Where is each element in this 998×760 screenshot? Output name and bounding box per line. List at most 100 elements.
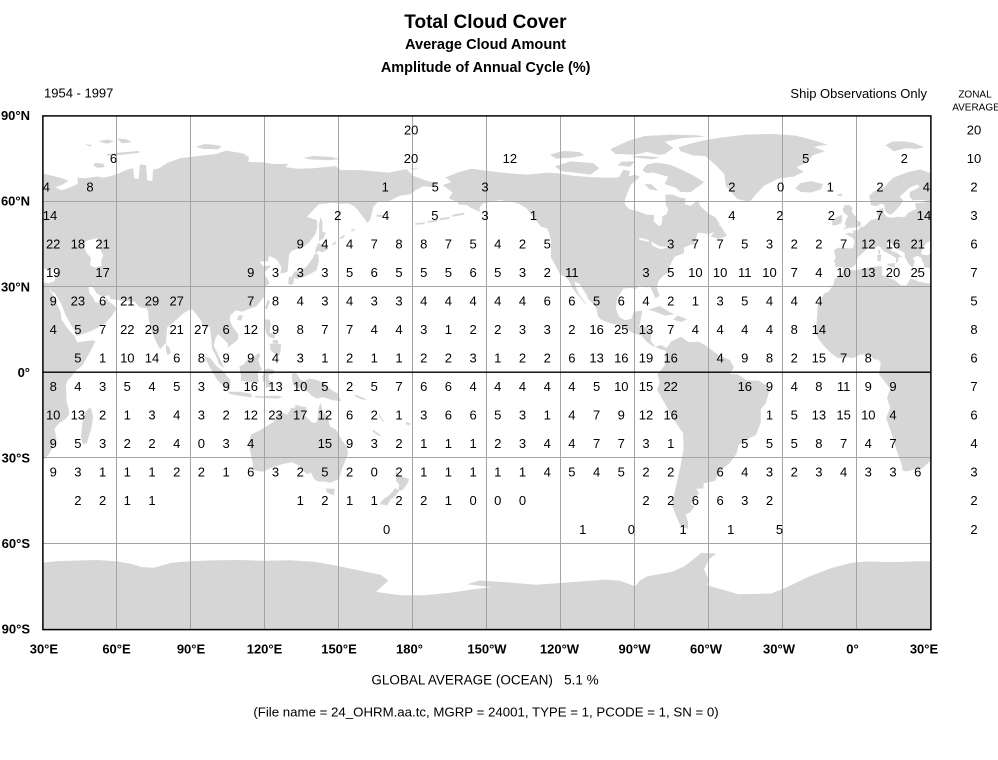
svg-text:2: 2 xyxy=(667,465,674,480)
svg-text:3: 3 xyxy=(371,436,378,451)
svg-text:3: 3 xyxy=(766,465,773,480)
svg-text:15: 15 xyxy=(836,408,850,423)
svg-text:2: 2 xyxy=(642,465,649,480)
svg-text:8: 8 xyxy=(815,436,822,451)
svg-text:16: 16 xyxy=(738,379,752,394)
svg-text:4: 4 xyxy=(766,294,773,309)
svg-text:5: 5 xyxy=(618,465,625,480)
svg-text:16: 16 xyxy=(589,322,603,337)
svg-text:1: 1 xyxy=(692,294,699,309)
svg-text:5: 5 xyxy=(667,265,674,280)
svg-text:1: 1 xyxy=(530,208,537,223)
svg-text:2: 2 xyxy=(519,237,526,252)
svg-text:8: 8 xyxy=(791,322,798,337)
svg-text:2: 2 xyxy=(568,322,575,337)
svg-text:3: 3 xyxy=(222,436,229,451)
svg-text:2: 2 xyxy=(970,522,977,537)
svg-text:4: 4 xyxy=(43,179,50,194)
svg-text:3: 3 xyxy=(544,322,551,337)
svg-text:3: 3 xyxy=(667,237,674,252)
svg-text:3: 3 xyxy=(519,265,526,280)
svg-text:3: 3 xyxy=(716,294,723,309)
svg-text:4: 4 xyxy=(494,379,501,394)
svg-text:5: 5 xyxy=(74,436,81,451)
svg-text:7: 7 xyxy=(876,208,883,223)
svg-text:21: 21 xyxy=(95,237,109,252)
svg-text:3: 3 xyxy=(469,351,476,366)
svg-text:2: 2 xyxy=(970,179,977,194)
svg-text:8: 8 xyxy=(198,351,205,366)
svg-text:10: 10 xyxy=(967,151,981,166)
svg-text:4: 4 xyxy=(297,294,304,309)
svg-text:Ship Observations Only: Ship Observations Only xyxy=(790,86,927,101)
svg-text:1: 1 xyxy=(445,436,452,451)
svg-text:4: 4 xyxy=(865,436,872,451)
svg-text:15: 15 xyxy=(812,351,826,366)
svg-text:17: 17 xyxy=(293,408,307,423)
svg-text:4: 4 xyxy=(148,379,155,394)
svg-text:9: 9 xyxy=(297,237,304,252)
svg-text:1: 1 xyxy=(395,351,402,366)
svg-text:2: 2 xyxy=(99,408,106,423)
svg-text:1: 1 xyxy=(395,408,402,423)
svg-text:1: 1 xyxy=(727,522,734,537)
svg-text:8: 8 xyxy=(970,322,977,337)
svg-text:4: 4 xyxy=(544,379,551,394)
svg-text:3: 3 xyxy=(74,465,81,480)
svg-text:2: 2 xyxy=(519,351,526,366)
svg-text:5: 5 xyxy=(74,322,81,337)
svg-text:7: 7 xyxy=(371,237,378,252)
svg-text:12: 12 xyxy=(318,408,332,423)
svg-text:0°: 0° xyxy=(846,642,858,657)
svg-text:4: 4 xyxy=(321,237,328,252)
svg-text:2: 2 xyxy=(173,465,180,480)
svg-text:13: 13 xyxy=(812,408,826,423)
svg-text:90°E: 90°E xyxy=(177,642,206,657)
svg-text:6: 6 xyxy=(445,408,452,423)
svg-text:7: 7 xyxy=(791,265,798,280)
svg-text:5: 5 xyxy=(494,265,501,280)
svg-text:2: 2 xyxy=(876,179,883,194)
svg-text:21: 21 xyxy=(910,237,924,252)
svg-text:11: 11 xyxy=(738,265,752,280)
svg-text:8: 8 xyxy=(272,294,279,309)
svg-text:2: 2 xyxy=(445,351,452,366)
svg-text:1954 - 1997: 1954 - 1997 xyxy=(44,86,113,101)
svg-text:16: 16 xyxy=(614,351,628,366)
svg-text:0: 0 xyxy=(383,522,390,537)
svg-text:14: 14 xyxy=(917,208,931,223)
svg-text:2: 2 xyxy=(828,208,835,223)
svg-text:6: 6 xyxy=(346,408,353,423)
svg-text:10: 10 xyxy=(713,265,727,280)
svg-text:3: 3 xyxy=(371,294,378,309)
svg-text:5: 5 xyxy=(395,265,402,280)
svg-text:4: 4 xyxy=(889,408,896,423)
svg-text:90°W: 90°W xyxy=(619,642,652,657)
svg-text:4: 4 xyxy=(568,436,575,451)
svg-text:4: 4 xyxy=(494,294,501,309)
svg-text:5: 5 xyxy=(593,294,600,309)
svg-text:1: 1 xyxy=(420,436,427,451)
svg-text:2: 2 xyxy=(297,465,304,480)
svg-text:27: 27 xyxy=(169,294,183,309)
svg-text:6: 6 xyxy=(222,322,229,337)
svg-text:13: 13 xyxy=(639,322,653,337)
svg-text:5: 5 xyxy=(420,265,427,280)
svg-text:3: 3 xyxy=(272,265,279,280)
svg-text:2: 2 xyxy=(148,436,155,451)
svg-text:30°W: 30°W xyxy=(763,642,796,657)
svg-text:4: 4 xyxy=(173,408,180,423)
svg-text:10: 10 xyxy=(614,379,628,394)
svg-text:6: 6 xyxy=(970,408,977,423)
svg-text:4: 4 xyxy=(346,294,353,309)
svg-text:2: 2 xyxy=(667,294,674,309)
svg-text:5: 5 xyxy=(494,408,501,423)
svg-text:2: 2 xyxy=(791,351,798,366)
svg-text:3: 3 xyxy=(272,465,279,480)
svg-text:9: 9 xyxy=(50,436,57,451)
svg-text:2: 2 xyxy=(346,465,353,480)
svg-text:2: 2 xyxy=(420,493,427,508)
svg-text:22: 22 xyxy=(663,379,677,394)
svg-text:1: 1 xyxy=(469,465,476,480)
svg-text:8: 8 xyxy=(297,322,304,337)
